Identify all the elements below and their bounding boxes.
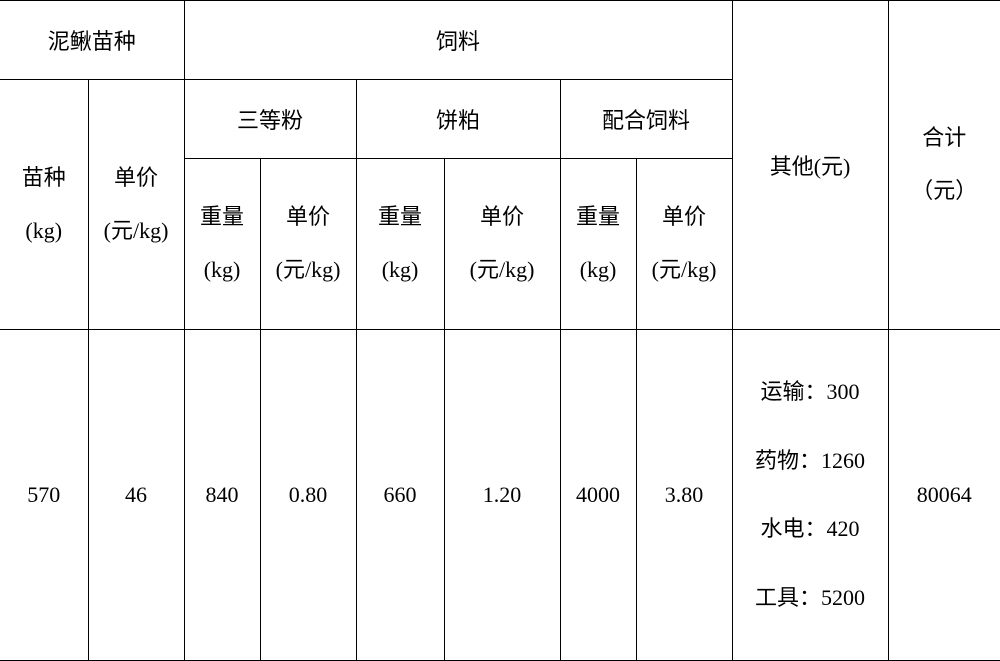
other-utilities: 水电：420 (761, 518, 860, 540)
cost-table-container: 泥鳅苗种 饲料 其他(元) 合计 （元） 苗种 (kg) 单价 (元/kg) 三… (0, 0, 1000, 657)
cell-seed-qty: 570 (0, 330, 88, 661)
header-compound-price: 单价 (元/kg) (636, 159, 732, 330)
cost-table: 泥鳅苗种 饲料 其他(元) 合计 （元） 苗种 (kg) 单价 (元/kg) 三… (0, 0, 1000, 661)
header-cake-price: 单价 (元/kg) (444, 159, 560, 330)
cell-third-weight: 840 (184, 330, 260, 661)
header-feed-group: 饲料 (184, 1, 732, 80)
header-third-price: 单价 (元/kg) (260, 159, 356, 330)
header-seed-qty: 苗种 (kg) (0, 80, 88, 330)
cell-compound-price: 3.80 (636, 330, 732, 661)
header-total: 合计 （元） (888, 1, 1000, 330)
header-cake-meal: 饼粕 (356, 80, 560, 159)
header-total-l1: 合计 (922, 112, 966, 165)
cell-seed-price: 46 (88, 330, 184, 661)
cell-third-price: 0.80 (260, 330, 356, 661)
header-seed-qty-l2: (kg) (25, 205, 62, 258)
cell-cake-price: 1.20 (444, 330, 560, 661)
header-total-l2: （元） (911, 165, 977, 218)
cell-cake-weight: 660 (356, 330, 444, 661)
header-cake-weight: 重量 (kg) (356, 159, 444, 330)
other-transport: 运输：300 (761, 381, 860, 403)
other-tools: 工具：5200 (755, 587, 865, 609)
header-other: 其他(元) (732, 1, 888, 330)
other-medicine: 药物：1260 (755, 450, 865, 472)
header-third-weight: 重量 (kg) (184, 159, 260, 330)
cell-other: 运输：300 药物：1260 水电：420 工具：5200 (732, 330, 888, 661)
cell-total: 80064 (888, 330, 1000, 661)
cell-compound-weight: 4000 (560, 330, 636, 661)
header-seed-price-l1: 单价 (114, 152, 158, 205)
header-third-grade: 三等粉 (184, 80, 356, 159)
header-seed-price: 单价 (元/kg) (88, 80, 184, 330)
header-compound: 配合饲料 (560, 80, 732, 159)
header-seed-group: 泥鳅苗种 (0, 1, 184, 80)
header-compound-weight: 重量 (kg) (560, 159, 636, 330)
header-seed-qty-l1: 苗种 (22, 152, 66, 205)
header-seed-price-l2: (元/kg) (104, 205, 169, 258)
